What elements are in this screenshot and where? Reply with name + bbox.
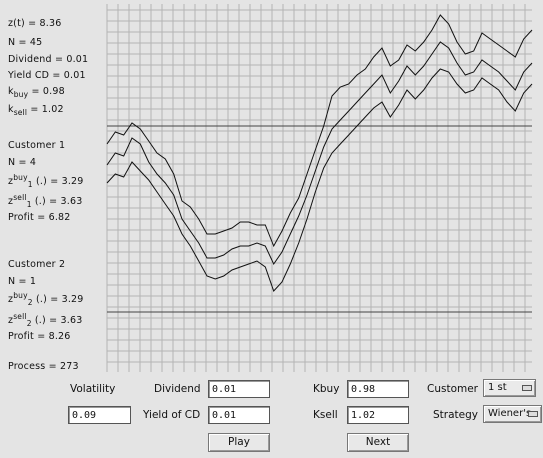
yield-cd-input[interactable]: 0.01 xyxy=(208,406,270,424)
strategy-select-value: Wiener's xyxy=(488,408,532,419)
simulation-plot xyxy=(106,4,533,372)
customer1-zbuy: zbuy1 (.) = 3.29 xyxy=(8,173,84,190)
dropdown-indicator-icon xyxy=(522,385,532,391)
customer-label: Customer xyxy=(427,383,479,395)
ksell-readout: ksell = 1.02 xyxy=(8,104,64,117)
customer2-n: N = 1 xyxy=(8,276,37,287)
series-line-3 xyxy=(106,68,533,292)
ksell-input[interactable]: 1.02 xyxy=(347,406,409,424)
customer2-zbuy: zbuy2 (.) = 3.29 xyxy=(8,291,84,308)
kbuy-readout: kbuy = 0.98 xyxy=(8,86,65,99)
strategy-select[interactable]: Wiener's xyxy=(483,405,542,423)
ksell-label: Ksell xyxy=(313,409,338,421)
dividend-readout: Dividend = 0.01 xyxy=(8,54,89,65)
series-line-2 xyxy=(106,41,533,266)
volatility-input[interactable]: 0.09 xyxy=(68,406,131,424)
volatility-label: Volatility xyxy=(70,383,116,395)
customer-select[interactable]: 1 st xyxy=(483,379,536,397)
plot-grid xyxy=(106,4,532,372)
play-button[interactable]: Play xyxy=(208,433,270,452)
next-button[interactable]: Next xyxy=(347,433,409,452)
price-series xyxy=(106,14,533,292)
zt-readout: z(t) = 8.36 xyxy=(8,18,62,29)
process-counter: Process = 273 xyxy=(8,361,79,372)
n-readout: N = 45 xyxy=(8,37,43,48)
yield-cd-label: Yield of CD xyxy=(143,409,201,421)
dropdown-indicator-icon xyxy=(528,411,538,417)
customer2-title: Customer 2 xyxy=(8,259,66,270)
dividend-label: Dividend xyxy=(154,383,201,395)
customer2-profit: Profit = 8.26 xyxy=(8,331,71,342)
customer2-zsell: zsell2 (.) = 3.63 xyxy=(8,312,83,329)
series-line-1 xyxy=(106,14,533,248)
customer1-n: N = 4 xyxy=(8,157,37,168)
kbuy-input[interactable]: 0.98 xyxy=(347,380,409,398)
customer1-profit: Profit = 6.82 xyxy=(8,212,71,223)
customer1-zsell: zsell1 (.) = 3.63 xyxy=(8,193,83,210)
customer1-title: Customer 1 xyxy=(8,140,66,151)
customer-select-value: 1 st xyxy=(488,382,507,393)
strategy-label: Strategy xyxy=(433,409,478,421)
kbuy-label: Kbuy xyxy=(313,383,340,395)
yield-cd-readout: Yield CD = 0.01 xyxy=(8,70,86,81)
dividend-input[interactable]: 0.01 xyxy=(208,380,270,398)
